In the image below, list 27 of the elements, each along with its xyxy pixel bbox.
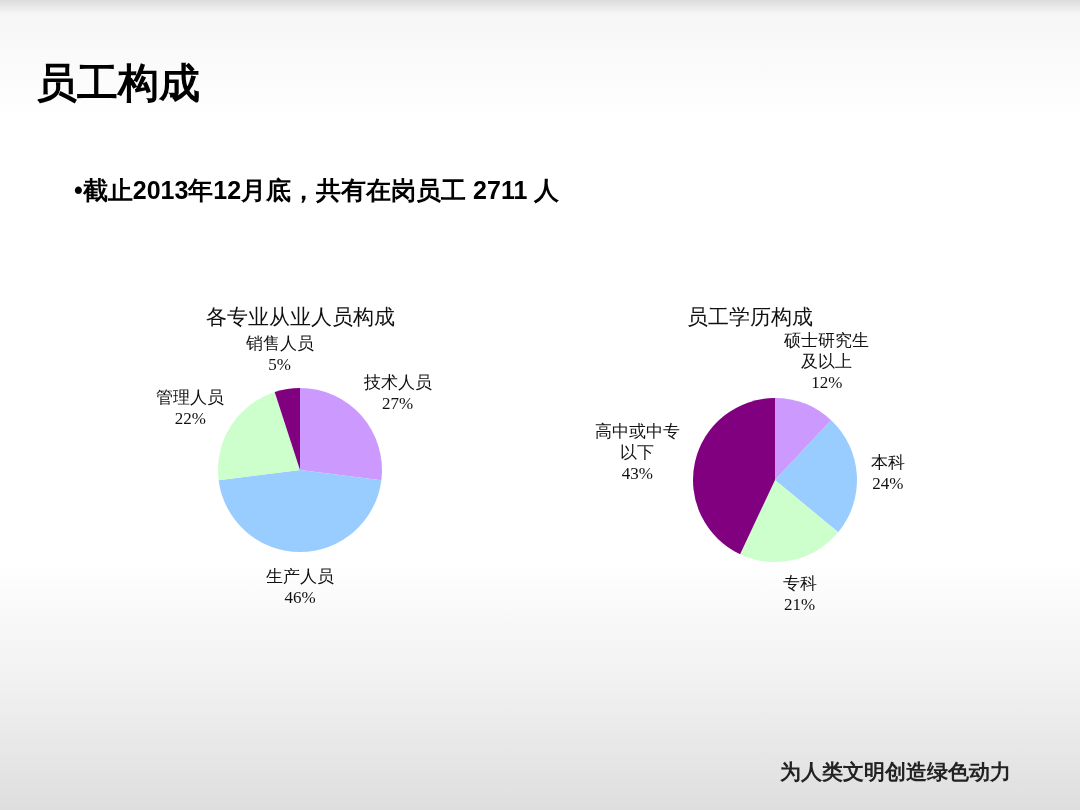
text: •截止2013年12月底，共有在岗员工 2711 人 xyxy=(74,175,560,206)
pie-slice xyxy=(218,470,382,552)
pie-slice xyxy=(740,480,839,562)
data-label: 21% xyxy=(783,594,817,616)
pie-slice xyxy=(775,398,832,480)
data-label: 46% xyxy=(283,587,317,608)
data-label: 43% xyxy=(620,462,654,484)
data-label: 5% xyxy=(267,354,292,376)
slice-label: 销售人员 xyxy=(245,333,314,355)
text: 员工构成 xyxy=(36,59,200,108)
slice-label: 生产人员 xyxy=(266,566,334,587)
slice-label: 高中或中专以下 xyxy=(593,420,681,463)
data-label: 24% xyxy=(871,472,905,494)
pie-slice xyxy=(775,420,857,533)
data-label: 12% xyxy=(810,371,844,393)
pie-slice xyxy=(693,398,775,555)
slice-label: 本科 xyxy=(870,451,905,473)
slice-label: 专科 xyxy=(782,573,817,595)
chart-title: 员工学历构成 xyxy=(686,304,814,331)
text: 为人类文明创造绿色动力 xyxy=(780,759,1011,785)
chart-title: 各专业从业人员构成 xyxy=(204,304,396,331)
slice-label: 技术人员 xyxy=(363,371,432,393)
data-label: 27% xyxy=(380,392,415,414)
pie-slice xyxy=(274,388,300,470)
slice-label: 硕士研究生及以上 xyxy=(783,329,871,372)
data-label: 22% xyxy=(173,407,207,429)
slice-label: 管理人员 xyxy=(156,386,225,408)
